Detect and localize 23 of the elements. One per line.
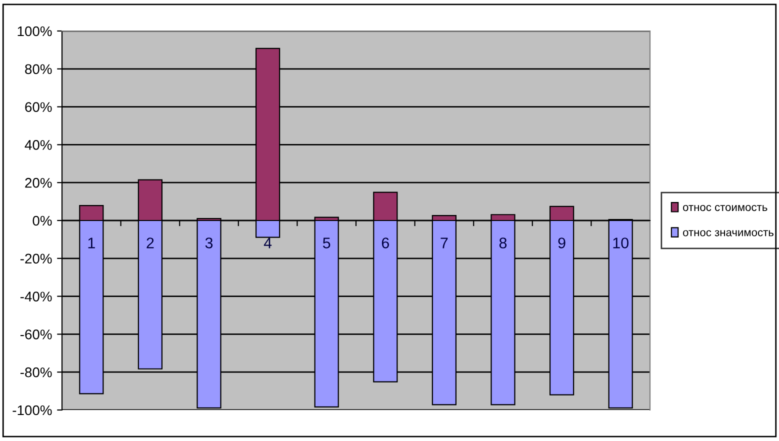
legend-label: относ стоимость [683, 204, 768, 212]
y-tick-label: 0% [32, 216, 52, 226]
y-tick-label: -60% [20, 330, 52, 340]
y-tick-label: 20% [25, 178, 52, 188]
x-tick-label: 9 [558, 238, 566, 248]
x-tick-label: 4 [264, 238, 272, 248]
y-tick-label: -20% [20, 254, 52, 264]
x-tick-label: 1 [88, 238, 95, 248]
y-tick-label: 40% [24, 140, 52, 150]
y-tick-label: 100% [18, 26, 52, 36]
y-tick-label: -40% [20, 292, 52, 302]
y-tick-label: -100% [12, 405, 52, 416]
x-tick-label: 5 [322, 238, 330, 248]
x-tick-label: 8 [499, 238, 507, 248]
y-tick-label: 60% [25, 102, 52, 112]
legend-label: относ значимость [683, 230, 774, 236]
x-tick-label: 6 [382, 238, 389, 248]
x-tick-label: 10 [613, 238, 628, 248]
y-tick-label: 80% [25, 64, 52, 74]
x-tick-label: 7 [440, 238, 448, 248]
x-tick-label: 2 [146, 238, 154, 248]
y-tick-label: -80% [20, 367, 52, 378]
x-tick-label: 3 [205, 238, 213, 248]
